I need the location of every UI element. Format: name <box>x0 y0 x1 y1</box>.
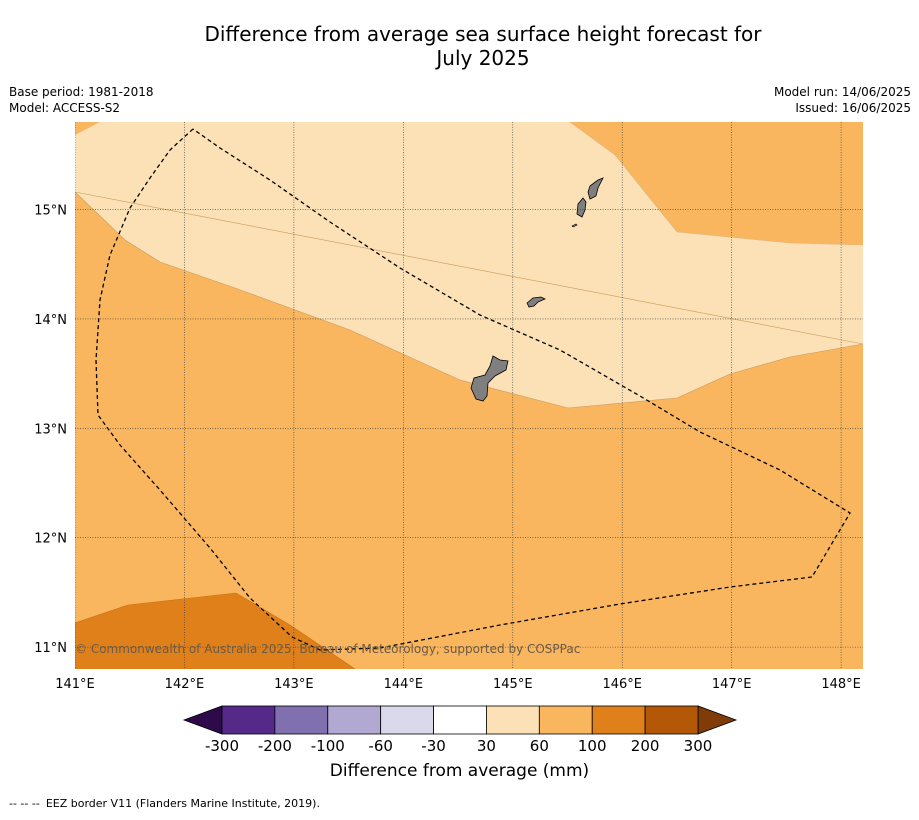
colorbar-tick-label: 60 <box>530 737 549 755</box>
eez-footnote-text: EEZ border V11 (Flanders Marine Institut… <box>45 797 320 810</box>
zone-100-200 <box>75 593 355 669</box>
model-label: Model: ACCESS-S2 <box>9 101 121 115</box>
colorbar-over-arrow <box>697 705 738 735</box>
eez-footnote: -- -- -- EEZ border V11 (Flanders Marine … <box>9 797 320 810</box>
contour-100-200 <box>75 592 356 669</box>
meta-left: Base period: 1981-2018 Model: ACCESS-S2 <box>9 84 154 116</box>
colorbar-bin <box>327 705 382 735</box>
colorbar-tick-label: 30 <box>477 737 496 755</box>
issued-label: Issued: 16/06/2025 <box>795 101 911 115</box>
tinian-island <box>576 197 587 218</box>
lon-tick-label: 144°E <box>384 677 424 692</box>
colorbar-tick-label: 300 <box>684 737 713 755</box>
colorbar-title: Difference from average (mm) <box>329 761 590 781</box>
base-period-label: Base period: 1981-2018 <box>9 85 154 99</box>
gridlines <box>75 122 863 669</box>
colorbar-bin <box>591 705 646 735</box>
colorbar-tick-label: -200 <box>258 737 292 755</box>
lon-tick-label: 143°E <box>274 677 314 692</box>
zone-outline-lower <box>75 191 863 409</box>
lon-tick-label: 142°E <box>165 677 205 692</box>
colorbar-bin <box>274 705 329 735</box>
saipan-island <box>587 177 604 200</box>
colorbar-under-arrow <box>182 705 223 735</box>
colorbar-tick-label: -300 <box>205 737 239 755</box>
colorbar-bin <box>644 705 699 735</box>
colorbar-tick-label: -100 <box>311 737 345 755</box>
lon-tick-label: 148°E <box>821 677 861 692</box>
zone-30-60 <box>75 122 863 408</box>
colorbar-tick-label: 100 <box>578 737 607 755</box>
title-line-2: July 2025 <box>436 46 530 70</box>
eez-border <box>95 128 851 651</box>
colorbar-tick-label: 200 <box>631 737 660 755</box>
lon-tick-label: 146°E <box>602 677 642 692</box>
contour-upper <box>569 122 863 246</box>
lat-tick-label: 13°N <box>34 422 67 437</box>
longitude-labels: 141°E 142°E 143°E 144°E 145°E 146°E 147°E 148°E <box>55 677 861 692</box>
colorbar-tick-label: -30 <box>421 737 446 755</box>
colorbar-bin <box>380 705 434 735</box>
page-title: Difference from average sea surface heig… <box>0 22 919 70</box>
eez-dash-sample: -- -- -- <box>9 797 40 810</box>
colorbar-tick-label: -60 <box>368 737 393 755</box>
lon-tick-label: 141°E <box>55 677 95 692</box>
latitude-labels: 15°N 14°N 13°N 12°N 11°N <box>34 204 67 657</box>
aguijan-island <box>571 223 578 228</box>
meta-right: Model run: 14/06/2025 Issued: 16/06/2025 <box>774 84 911 116</box>
colorbar-bin <box>433 705 487 735</box>
lat-tick-label: 11°N <box>34 641 67 656</box>
lon-tick-label: 145°E <box>493 677 533 692</box>
title-line-1: Difference from average sea surface heig… <box>204 22 762 46</box>
lat-tick-label: 14°N <box>34 313 67 328</box>
rota-island <box>526 296 546 308</box>
colorbar-bin <box>486 705 540 735</box>
map-area <box>75 122 863 669</box>
colorbar-bin <box>221 705 276 735</box>
guam-island <box>470 355 509 402</box>
colorbar-bin <box>538 705 593 735</box>
copyright-text: © Commonwealth of Australia 2025, Bureau… <box>75 642 580 656</box>
lat-tick-label: 12°N <box>34 532 67 547</box>
model-run-label: Model run: 14/06/2025 <box>773 85 911 99</box>
lon-tick-label: 147°E <box>712 677 752 692</box>
colorbar: -300 -200 -100 -60 -30 30 60 100 200 300 <box>182 705 738 755</box>
lat-tick-label: 15°N <box>34 204 67 219</box>
